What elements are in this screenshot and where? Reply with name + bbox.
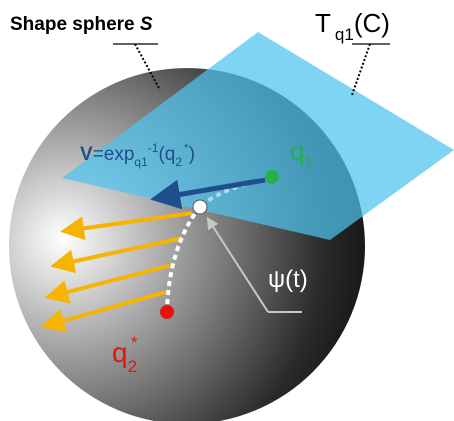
geodesic-path: [165, 205, 202, 313]
sphere-label: Shape sphere S: [10, 14, 153, 35]
psi-label: ψ(t): [268, 266, 308, 293]
psi-pointer: [206, 216, 269, 313]
psi-point: [192, 199, 208, 215]
q2-label: q2*: [112, 333, 138, 376]
q2-point: [160, 305, 174, 319]
vector-label: V=expq1-1(q2*): [80, 141, 195, 169]
sphere-leader: [134, 43, 161, 91]
parallel-transport-arrows: [40, 211, 193, 333]
q1-label: q1: [290, 136, 314, 172]
q1-point: [265, 170, 279, 184]
plane-leader: [351, 43, 371, 96]
log-vector: [150, 177, 266, 210]
